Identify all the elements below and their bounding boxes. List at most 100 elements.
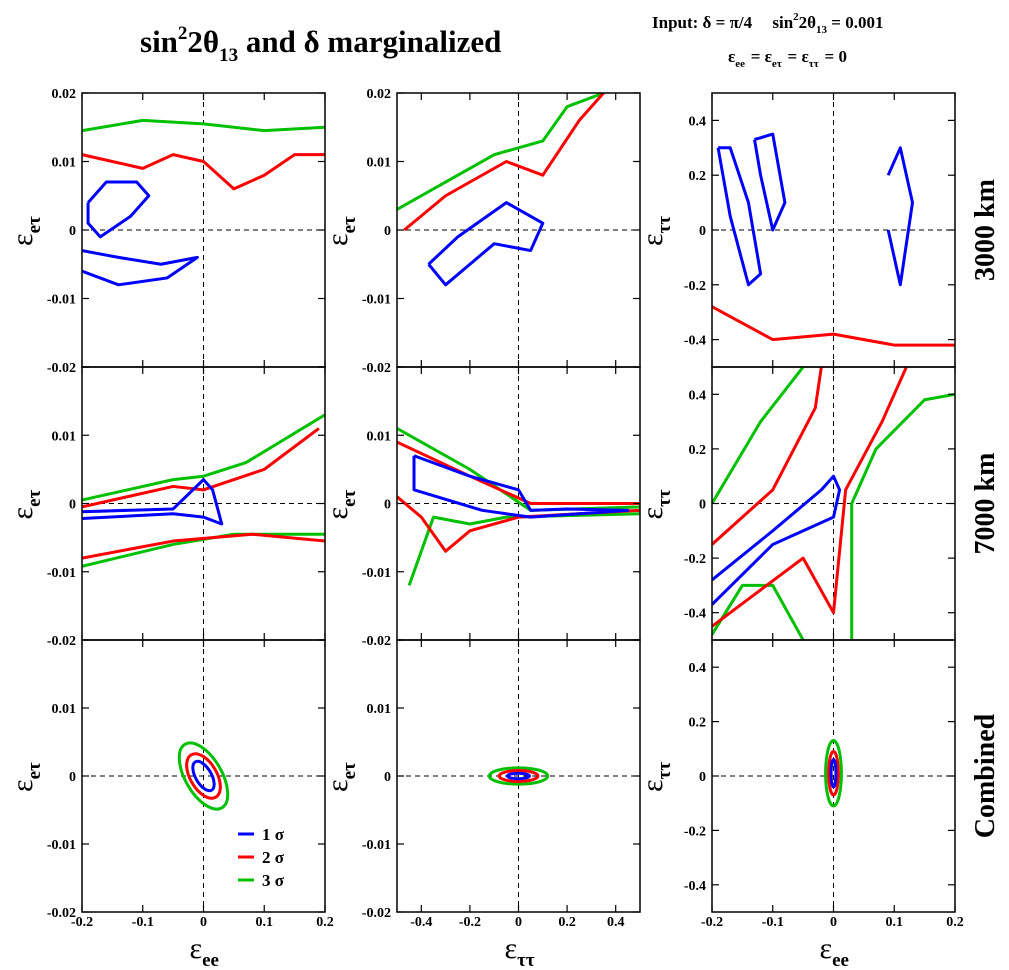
y-tick-label: 0.01 [52,429,77,444]
contours [82,413,325,568]
y-axis-label: εττ [636,489,675,519]
contour-3sigma [824,739,843,808]
y-axis-label: εττ [636,762,675,792]
x-tick-label: 0 [830,915,837,930]
contour-2sigma [497,769,540,783]
axis-symbol: ε [321,779,354,792]
panel-1-3: -0.4 -0.2 0 0.2 0.4 εττ [636,92,956,368]
contour-1sigma [86,180,151,239]
contour-1sigma [886,146,914,287]
panel-2-2: -0.02 -0.01 0 0.01 εeτ [321,366,641,649]
panel-2-3: -0.4 -0.2 0 0.2 0.4 εττ [636,366,956,641]
x-tick-label: 0.1 [256,915,274,930]
axis-symbol: ε [505,932,518,965]
row-label: 7000 km [970,453,1001,555]
axis-sub: eτ [339,489,360,506]
y-axis-label: εeτ [6,216,45,246]
contour-1sigma [753,132,787,232]
title-part: 2θ [187,24,219,59]
y-tick-label: -0.02 [362,361,391,376]
axis-symbol: ε [636,507,669,520]
axis-symbol: ε [636,779,669,792]
input-line-1: Input: δ = π/4 sin22θ13 = 0.001 [652,11,883,36]
x-tick-label: 0.4 [607,915,625,930]
y-axis-label: εeτ [6,489,45,519]
x-axis-label: εee [820,932,849,970]
input-sub: ττ [809,58,819,70]
y-tick-label: 0.2 [689,443,707,458]
y-tick-label: 0.2 [689,169,707,184]
y-axis-label: εeτ [321,762,360,792]
contours [177,741,230,811]
input-text: 2θ [799,13,817,32]
y-tick-label: 0.01 [367,429,392,444]
contour-2sigma [82,427,320,509]
x-axis-label: εττ [505,932,535,970]
x-tick-label: 0 [200,915,207,930]
axis-sub: eτ [24,489,45,506]
axis-sub: ee [202,950,219,970]
axis-sub: eτ [339,762,360,779]
contour-2sigma [712,367,823,546]
legend-label: 2 σ [262,848,285,867]
input-text: ε [728,47,735,66]
y-tick-label: -0.02 [362,634,391,649]
axis-symbol: ε [820,932,833,965]
title-part: and δ marginalized [238,24,501,59]
contours [397,427,640,586]
input-line-2: εee = εeτ = εττ = 0 [728,47,847,70]
y-tick-label: 0.02 [367,87,392,102]
title-sup: 2 [178,23,188,44]
x-axis-label: εee [190,932,219,970]
contour-1sigma [82,249,199,287]
y-tick-label: -0.01 [362,838,391,853]
axis-symbol: ε [321,233,354,246]
axis-sub: ττ [654,762,675,780]
x-tick-label: 0.2 [558,915,576,930]
axis-sub: eτ [24,216,45,233]
y-tick-label: 0 [384,224,391,239]
contour-3sigma [82,413,325,502]
y-tick-label: 0.01 [52,156,77,171]
axis-sub: ee [832,950,849,970]
contours [82,118,325,287]
contour-2sigma [82,532,325,560]
contour-2sigma [827,750,840,797]
panel-1-2: -0.02 -0.01 0 0.01 0.02 εeτ [321,87,641,376]
y-axis-label: εeτ [321,489,360,519]
y-tick-label: -0.02 [362,906,391,921]
contours [712,367,955,640]
y-tick-label: 0.4 [689,388,707,403]
x-tick-label: 0.2 [946,915,964,930]
axis-sub: eτ [339,216,360,233]
y-tick-label: 0.02 [52,87,77,102]
y-axis-label: εττ [636,216,675,246]
y-tick-label: -0.02 [47,906,76,921]
contour-2sigma [403,93,605,232]
x-tick-label: -0.2 [459,915,481,930]
y-tick-label: 0.4 [689,114,707,129]
contour-3sigma [487,766,550,786]
figure-title: sin22θ13 and δ marginalized [140,23,501,66]
input-text: = 0.001 [827,13,883,32]
contour-2sigma [397,440,640,505]
y-tick-label: -0.01 [47,293,76,308]
row-label: Combined [970,713,1001,838]
contours [487,766,550,786]
y-tick-label: -0.4 [684,607,706,622]
contour-1sigma [506,771,531,781]
axis-sub: ττ [654,489,675,507]
axis-sub: ττ [654,216,675,234]
y-tick-label: 0.01 [367,156,392,171]
input-sup: 2 [793,11,799,23]
x-tick-label: -0.1 [132,915,154,930]
y-tick-label: -0.02 [47,634,76,649]
contour-1sigma [829,758,838,789]
axis-symbol: ε [6,233,39,246]
input-sub: 13 [816,24,828,36]
contour-1sigma [716,146,763,287]
input-text: = 0 [820,47,847,66]
